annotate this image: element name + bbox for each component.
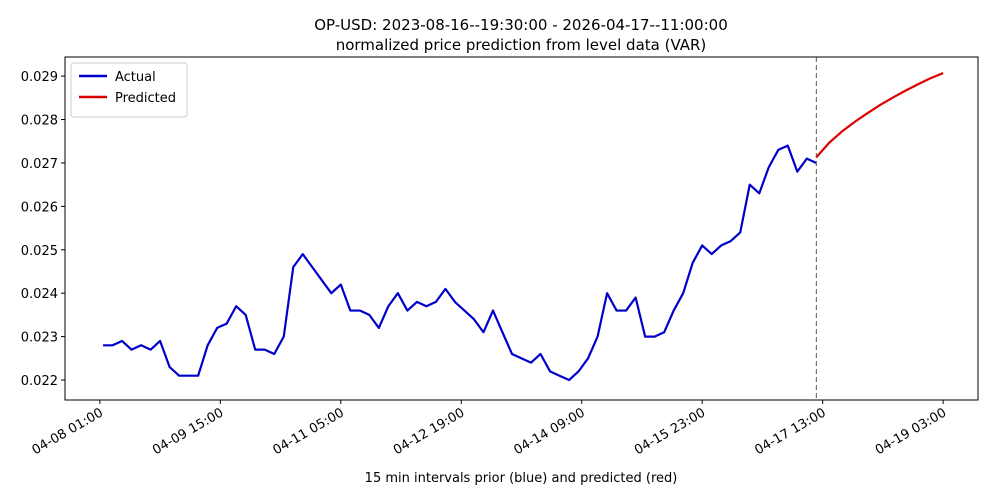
chart-subtitle: normalized price prediction from level d…	[336, 36, 707, 54]
y-tick-label: 0.029	[21, 70, 58, 85]
x-tick-label: 04-12 19:00	[391, 405, 467, 458]
y-tick-label: 0.023	[21, 331, 58, 346]
y-tick-label: 0.028	[21, 114, 58, 129]
plot-frame	[64, 56, 979, 401]
chart-title: OP-USD: 2023-08-16--19:30:00 - 2026-04-1…	[314, 16, 728, 34]
x-tick-label: 04-19 03:00	[873, 405, 949, 458]
x-tick-label: 04-08 01:00	[30, 405, 106, 458]
legend-label: Actual	[115, 70, 156, 85]
y-tick-label: 0.026	[21, 200, 58, 215]
line-series	[103, 144, 817, 382]
y-tick-label: 0.024	[21, 287, 58, 302]
y-tick-label: 0.022	[21, 374, 58, 389]
x-tick-label: 04-09 15:00	[150, 405, 226, 458]
y-tick-label: 0.027	[21, 157, 58, 172]
line-series	[815, 72, 944, 159]
x-axis-label: 15 min intervals prior (blue) and predic…	[365, 471, 678, 486]
x-tick-label: 04-14 09:00	[511, 405, 587, 458]
x-tick-label: 04-17 13:00	[752, 405, 828, 458]
x-tick-label: 04-15 23:00	[632, 405, 708, 458]
y-tick-label: 0.025	[21, 244, 58, 259]
x-tick-label: 04-11 05:00	[271, 405, 347, 458]
legend-label: Predicted	[115, 91, 176, 106]
